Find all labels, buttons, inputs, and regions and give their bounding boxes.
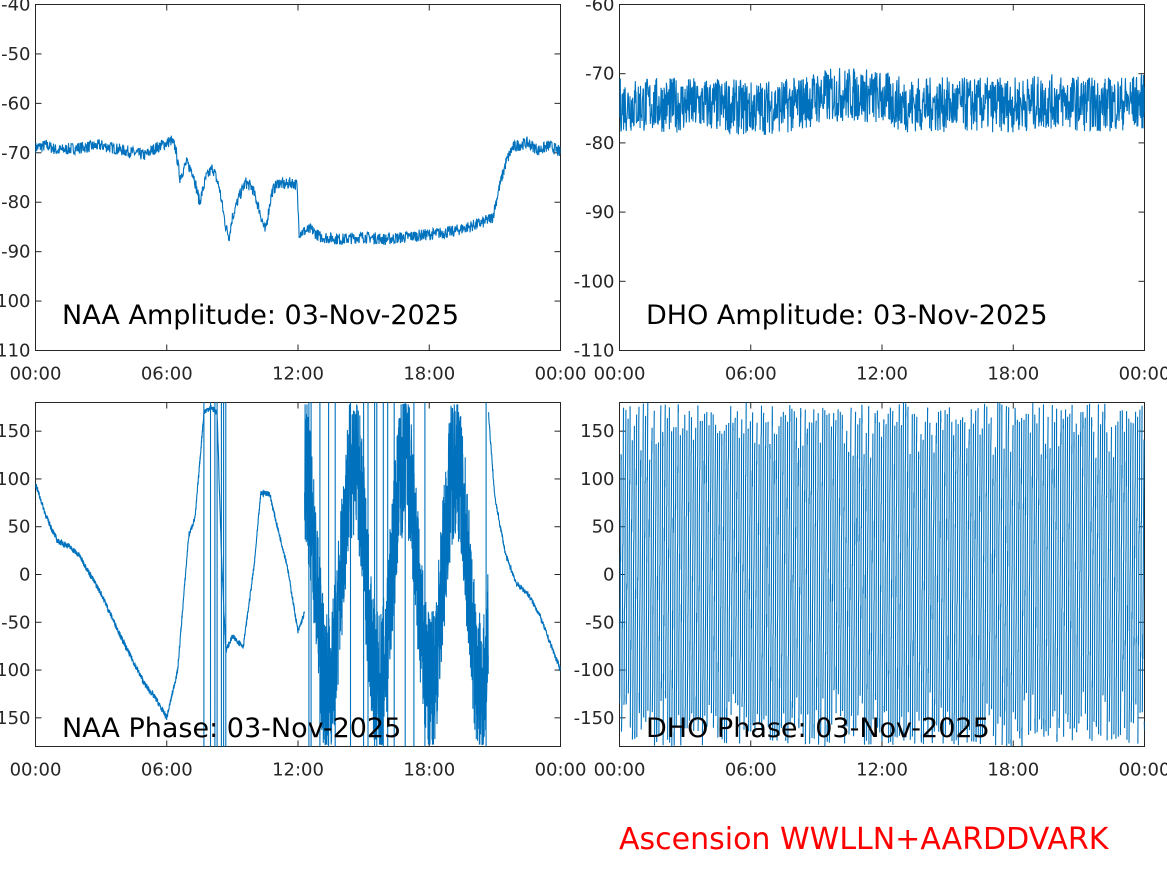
ytick-label: 50 — [8, 517, 31, 538]
ytick-label: -50 — [1, 612, 30, 633]
yticks: 150 100 50 0 -50 -100 -150 — [574, 421, 1145, 729]
ytick-label: -110 — [0, 341, 31, 362]
panel-title: NAA Amplitude: 03-Nov-2025 — [62, 300, 459, 331]
ytick-label: -80 — [585, 133, 614, 154]
panel-title: DHO Amplitude: 03-Nov-2025 — [646, 300, 1048, 331]
panel-dho-amplitude: -60 -70 -80 -90 -100 -110 00:00 06:00 12:00 18:0… — [574, 0, 1167, 385]
xtick-label: 12:00 — [272, 364, 324, 385]
yticks: -40 -50 -60 -70 -80 -90 -100 -110 — [0, 0, 561, 362]
ytick-label: -150 — [0, 708, 31, 729]
ytick-label: -60 — [585, 0, 614, 16]
yticks: 150 100 50 0 -50 -100 -150 — [0, 421, 561, 729]
ytick-label: -90 — [585, 202, 614, 223]
xtick-label: 00:00 — [594, 364, 646, 385]
xticks: 00:00 06:00 12:00 18:00 00:00 — [10, 4, 587, 385]
axes-box — [619, 4, 1145, 351]
ytick-label: 0 — [19, 565, 30, 586]
ytick-label: -50 — [585, 612, 614, 633]
panel-dho-phase: 150 100 50 0 -50 -100 -150 00:00 06:00 12:00 18:0… — [574, 402, 1167, 781]
xtick-label: 00:00 — [535, 760, 587, 781]
ytick-label: -100 — [574, 660, 615, 681]
xticks: 00:00 06:00 12:00 18:00 00:00 — [594, 402, 1167, 781]
ytick-label: -100 — [0, 660, 31, 681]
ytick-label: 100 — [580, 469, 614, 490]
ytick-label: -100 — [574, 271, 615, 292]
xtick-label: 12:00 — [856, 364, 908, 385]
panel-naa-amplitude: -40 -50 -60 -70 -80 -90 -100 -110 00:00 06:00 12:… — [0, 0, 586, 385]
series-line — [619, 402, 1145, 747]
panel-title: NAA Phase: 03-Nov-2025 — [62, 713, 401, 744]
series-line — [35, 135, 561, 246]
ytick-label: 0 — [603, 565, 614, 586]
ytick-label: 100 — [0, 469, 31, 490]
xticks: 00:00 06:00 12:00 18:00 00:00 — [10, 402, 587, 781]
ytick-label: -70 — [585, 64, 614, 85]
panel-naa-phase: 150 100 50 0 -50 -100 -150 00:00 06:00 12:00 18:0… — [0, 402, 587, 781]
xtick-label: 00:00 — [10, 364, 62, 385]
ytick-label: -80 — [1, 192, 30, 213]
ytick-label: -60 — [1, 93, 30, 114]
xtick-label: 06:00 — [725, 760, 777, 781]
panel-title: DHO Phase: 03-Nov-2025 — [646, 713, 990, 744]
xtick-label: 12:00 — [272, 760, 324, 781]
ytick-label: -70 — [1, 143, 30, 164]
ytick-label: -110 — [574, 341, 615, 362]
axes-box — [35, 4, 561, 351]
xticks: 00:00 06:00 12:00 18:00 00:00 — [594, 4, 1167, 385]
ytick-label: -90 — [1, 242, 30, 263]
xtick-label: 00:00 — [1119, 364, 1167, 385]
xtick-label: 18:00 — [403, 760, 455, 781]
xtick-label: 06:00 — [725, 364, 777, 385]
xtick-label: 18:00 — [987, 760, 1039, 781]
xtick-label: 00:00 — [10, 760, 62, 781]
xtick-label: 00:00 — [594, 760, 646, 781]
ytick-label: -40 — [1, 0, 30, 16]
station-footer: Ascension WWLLN+AARDDVARK — [619, 822, 1109, 857]
series-line — [619, 68, 1145, 135]
ytick-label: 150 — [0, 421, 31, 442]
ytick-label: -100 — [0, 291, 31, 312]
xtick-label: 18:00 — [403, 364, 455, 385]
ytick-label: 150 — [580, 421, 614, 442]
xtick-label: 12:00 — [856, 760, 908, 781]
yticks: -60 -70 -80 -90 -100 -110 — [574, 0, 1145, 362]
ytick-label: -50 — [1, 44, 30, 65]
xtick-label: 06:00 — [141, 760, 193, 781]
xtick-label: 00:00 — [1119, 760, 1167, 781]
ytick-label: 50 — [592, 517, 615, 538]
series-line — [35, 402, 561, 747]
xtick-label: 00:00 — [535, 364, 587, 385]
xtick-label: 06:00 — [141, 364, 193, 385]
xtick-label: 18:00 — [987, 364, 1039, 385]
ytick-label: -150 — [574, 708, 615, 729]
